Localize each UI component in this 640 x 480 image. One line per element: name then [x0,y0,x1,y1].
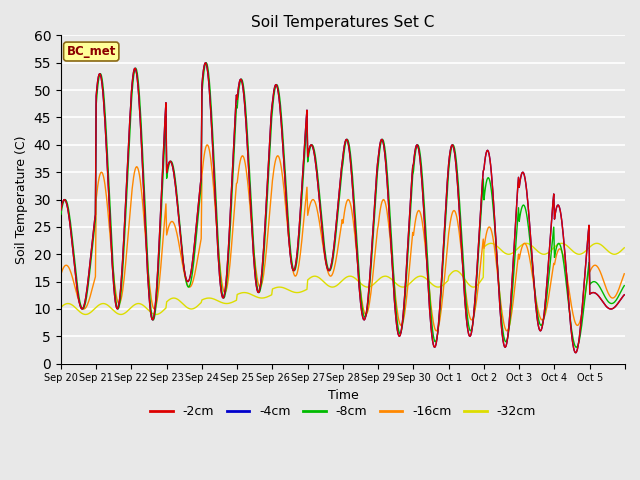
Text: BC_met: BC_met [67,45,116,58]
X-axis label: Time: Time [328,389,358,402]
Legend: -2cm, -4cm, -8cm, -16cm, -32cm: -2cm, -4cm, -8cm, -16cm, -32cm [145,400,541,423]
Y-axis label: Soil Temperature (C): Soil Temperature (C) [15,135,28,264]
Title: Soil Temperatures Set C: Soil Temperatures Set C [252,15,435,30]
